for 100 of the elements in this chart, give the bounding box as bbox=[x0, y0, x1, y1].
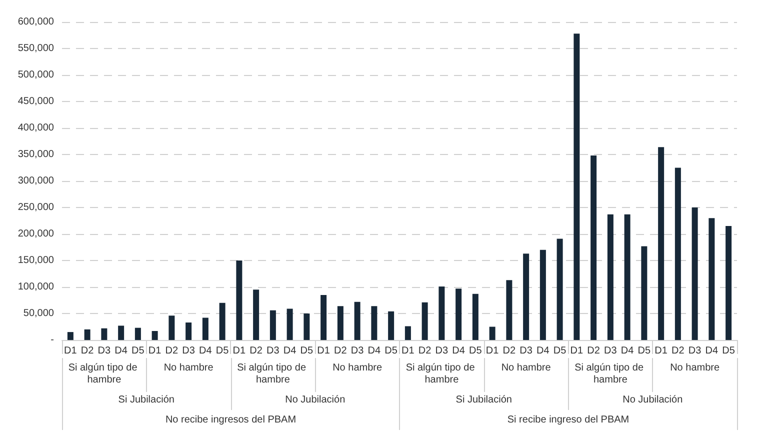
text: Si algún tipo de hambre bbox=[574, 362, 646, 386]
x-tick-label: D4 bbox=[536, 346, 550, 356]
y-tick-label: 100,000 bbox=[18, 282, 54, 292]
bar bbox=[472, 294, 478, 340]
x-tick-label: D5 bbox=[384, 346, 398, 356]
x-tick-label: D3 bbox=[98, 346, 112, 356]
x-tick-label: D5 bbox=[638, 346, 652, 356]
bar bbox=[337, 306, 344, 340]
bar bbox=[202, 318, 208, 340]
x-tick-label: D4 bbox=[368, 346, 382, 356]
text: No hambre bbox=[501, 362, 552, 374]
y-tick-label: 250,000 bbox=[18, 202, 54, 213]
x-tick-label: D1 bbox=[570, 346, 584, 356]
text: No hambre bbox=[164, 362, 214, 374]
bar bbox=[438, 286, 445, 340]
bar bbox=[320, 294, 327, 340]
x-tick-label: D5 bbox=[132, 346, 145, 356]
bar bbox=[67, 332, 74, 340]
bar bbox=[236, 260, 242, 340]
bar bbox=[506, 280, 512, 340]
text: Si recibe ingreso del PBAM bbox=[507, 414, 630, 426]
x-tick-label: D5 bbox=[469, 346, 482, 356]
bar bbox=[84, 329, 90, 340]
text: Si Jubilación bbox=[456, 394, 512, 406]
x-tick-label: D1 bbox=[64, 346, 78, 356]
bar bbox=[607, 214, 614, 340]
y-tick-label: 550,000 bbox=[18, 43, 54, 54]
x-tick-label: D1 bbox=[402, 346, 415, 356]
bar bbox=[388, 311, 394, 340]
x-tick-label: D5 bbox=[722, 346, 736, 356]
bar bbox=[186, 322, 192, 340]
bar bbox=[574, 34, 580, 340]
y-tick-label: 400,000 bbox=[18, 122, 54, 134]
bar bbox=[641, 246, 648, 340]
x-tick-label: D2 bbox=[502, 346, 516, 356]
bar bbox=[489, 326, 496, 340]
x-tick-label: D3 bbox=[520, 346, 533, 356]
y-tick-label: 450,000 bbox=[18, 96, 54, 107]
x-tick-label: D1 bbox=[232, 346, 246, 356]
x-tick-label: D4 bbox=[283, 346, 297, 356]
x-tick-label: D3 bbox=[435, 346, 449, 356]
bar bbox=[456, 288, 462, 340]
bar bbox=[134, 328, 141, 340]
bar bbox=[371, 306, 378, 340]
y-tick-label: 50,000 bbox=[23, 308, 54, 319]
bar bbox=[253, 290, 260, 340]
bar bbox=[540, 250, 546, 340]
bar bbox=[354, 302, 360, 340]
bar bbox=[708, 218, 715, 340]
bar bbox=[726, 226, 732, 340]
bar bbox=[556, 238, 563, 340]
x-tick-label: D4 bbox=[114, 346, 128, 356]
x-tick-label: D4 bbox=[705, 346, 719, 356]
bar bbox=[523, 254, 530, 340]
x-tick-label: D1 bbox=[486, 346, 500, 356]
bar bbox=[101, 328, 108, 340]
bar bbox=[270, 310, 276, 340]
x-tick-label: D3 bbox=[266, 346, 280, 356]
x-tick-label: D5 bbox=[553, 346, 567, 356]
y-tick-label: 500,000 bbox=[18, 70, 54, 80]
text: Si Jubilación bbox=[118, 394, 174, 406]
y-tick-label: 200,000 bbox=[18, 228, 54, 240]
y-tick-label: 300,000 bbox=[18, 176, 54, 186]
bar bbox=[422, 302, 428, 340]
text: No hambre bbox=[332, 362, 382, 374]
text: No Jubilación bbox=[622, 394, 683, 406]
text: No hambre bbox=[670, 362, 720, 374]
bar bbox=[118, 326, 124, 340]
x-tick-label: D5 bbox=[300, 346, 314, 356]
bar bbox=[168, 316, 175, 340]
text: Si algún tipo de hambre bbox=[68, 362, 140, 386]
bar bbox=[624, 214, 630, 340]
text: Si algún tipo de hambre bbox=[237, 362, 309, 386]
x-tick-label: D2 bbox=[587, 346, 600, 356]
y-tick-label: 350,000 bbox=[18, 149, 54, 160]
text: Si algún tipo de hambre bbox=[406, 362, 478, 386]
bar bbox=[692, 208, 698, 340]
y-tick-label: - bbox=[50, 334, 54, 346]
x-tick-label: D3 bbox=[182, 346, 196, 356]
x-tick-label: D2 bbox=[418, 346, 432, 356]
x-tick-label: D2 bbox=[165, 346, 179, 356]
x-tick-label: D1 bbox=[654, 346, 668, 356]
x-tick-label: D4 bbox=[199, 346, 212, 356]
x-tick-label: D2 bbox=[80, 346, 94, 356]
y-tick-label: 150,000 bbox=[18, 255, 54, 266]
x-tick-label: D4 bbox=[620, 346, 634, 356]
bar bbox=[219, 302, 226, 340]
x-tick-label: D3 bbox=[604, 346, 618, 356]
bar bbox=[674, 168, 681, 340]
y-tick-label: 600,000 bbox=[18, 16, 54, 28]
x-tick-label: D2 bbox=[334, 346, 348, 356]
x-tick-label: D3 bbox=[350, 346, 364, 356]
x-tick-label: D1 bbox=[317, 346, 330, 356]
bar bbox=[658, 147, 664, 340]
bar bbox=[286, 308, 293, 340]
bar bbox=[404, 326, 411, 340]
text: No Jubilación bbox=[285, 394, 346, 406]
x-tick-label: D4 bbox=[452, 346, 466, 356]
x-tick-label: D2 bbox=[250, 346, 263, 356]
x-tick-label: D5 bbox=[216, 346, 230, 356]
